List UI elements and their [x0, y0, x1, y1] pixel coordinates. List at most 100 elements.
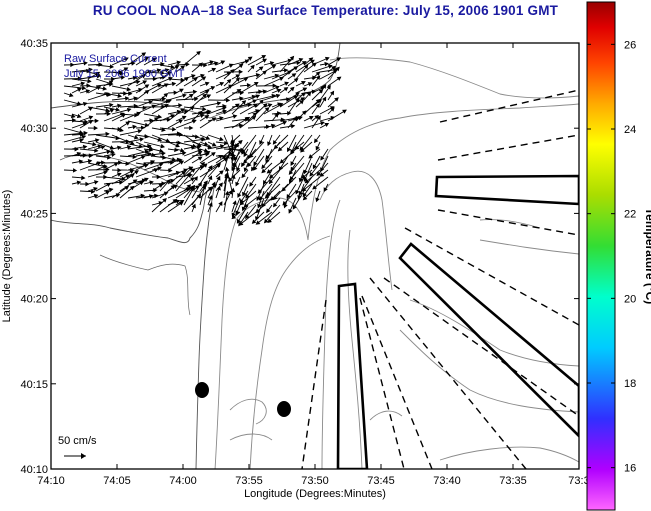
current-vector-head [133, 96, 138, 101]
current-vector [255, 94, 276, 101]
current-vector [215, 144, 239, 150]
current-vector-head [301, 61, 307, 66]
current-vector-head [255, 94, 261, 99]
current-vector-head [119, 70, 125, 76]
current-vector-head [218, 201, 223, 206]
current-vector-head [135, 79, 141, 85]
inset-title-line1: Raw Surface Current [64, 53, 167, 65]
current-vector-head [197, 110, 203, 116]
current-vector-head [158, 162, 164, 167]
current-vector-head [144, 89, 150, 95]
y-tick-label: 40:30 [20, 123, 48, 135]
current-vector-head [326, 84, 331, 90]
current-vector-head [208, 195, 213, 200]
current-vector-head [129, 173, 135, 179]
current-vector [232, 197, 241, 217]
current-vector-head [253, 82, 259, 87]
current-vector [111, 134, 135, 145]
current-vector [239, 211, 257, 226]
current-vector-head [315, 75, 321, 81]
current-vector-head [312, 185, 317, 190]
current-vector [143, 152, 165, 157]
current-vector-head [152, 57, 157, 62]
current-vector [175, 173, 191, 192]
current-vector-head [108, 187, 114, 193]
current-vector-head [158, 183, 164, 188]
current-vector-head [180, 108, 185, 113]
current-vector [119, 80, 140, 87]
current-vector-head [315, 145, 320, 151]
colorbar-ticks: 26 24 22 20 18 16 [587, 39, 636, 475]
current-vector-head [160, 70, 165, 76]
current-vector-head [238, 69, 243, 75]
current-vector-head [262, 103, 268, 108]
current-vector-head [218, 182, 223, 188]
current-vector-head [289, 55, 295, 61]
current-vector-head [255, 109, 260, 114]
current-vector-head [201, 137, 206, 142]
current-vector-head [140, 193, 146, 199]
current-vector-head [257, 203, 262, 209]
current-vector-head [144, 84, 150, 89]
current-vector [63, 135, 86, 143]
current-vector-head [294, 145, 300, 150]
current-vector-head [329, 90, 335, 96]
page-title: RU COOL NOAA–18 Sea Surface Temperature:… [92, 3, 559, 18]
colorbar [586, 1, 616, 511]
current-vector [127, 74, 146, 87]
current-vector-head [180, 65, 186, 70]
current-vector-head [290, 123, 296, 129]
current-vector-head [216, 162, 221, 168]
current-vector [199, 163, 221, 178]
current-vector-head [102, 164, 107, 170]
current-vector [159, 171, 180, 178]
current-vector-head [319, 172, 325, 177]
current-vector-head [211, 181, 216, 187]
current-vector-head [121, 113, 126, 118]
current-vector-head [156, 68, 162, 73]
current-vector-head [117, 145, 122, 151]
x-tick-label: 74:10 [37, 475, 65, 487]
current-vector-head [199, 113, 205, 118]
current-vector-head [208, 202, 213, 207]
current-vector-head [262, 180, 268, 185]
current-vector-head [318, 88, 324, 94]
current-vector-head [315, 197, 320, 203]
current-vector-head [168, 168, 173, 173]
current-vector-head [148, 194, 154, 199]
current-vector [263, 103, 283, 115]
current-vector-head [265, 154, 270, 160]
current-vector [159, 158, 181, 164]
current-vector-head [300, 97, 306, 102]
current-vector-head [207, 144, 213, 149]
current-vector-head [156, 174, 161, 180]
current-vector-head [83, 130, 88, 136]
current-vector-head [198, 62, 204, 68]
current-vector-head [106, 182, 111, 188]
current-vector-head [342, 109, 347, 114]
current-vector-head [241, 206, 247, 212]
current-vector [167, 171, 186, 185]
current-vector-head [153, 116, 159, 122]
current-vector [266, 176, 281, 197]
current-vector-head [100, 145, 106, 150]
current-vector-head [131, 61, 136, 66]
current-vector-head [279, 159, 285, 164]
current-vector-head [266, 208, 271, 214]
current-vector-head [183, 168, 188, 173]
current-vector [127, 52, 146, 66]
current-vector [281, 176, 297, 192]
current-vector-head [315, 98, 321, 104]
current-vector-head [166, 179, 171, 184]
current-vector [302, 176, 321, 192]
current-vector-head [205, 135, 211, 140]
current-vector-head [267, 103, 273, 108]
current-vector [288, 155, 305, 175]
current-vector-head [171, 81, 177, 87]
current-vector-head [236, 89, 242, 94]
current-vector [159, 132, 181, 136]
current-vector-head [76, 180, 82, 186]
current-vector-head [243, 203, 249, 208]
y-tick-label: 40:20 [20, 294, 48, 306]
current-vector-head [110, 149, 115, 154]
